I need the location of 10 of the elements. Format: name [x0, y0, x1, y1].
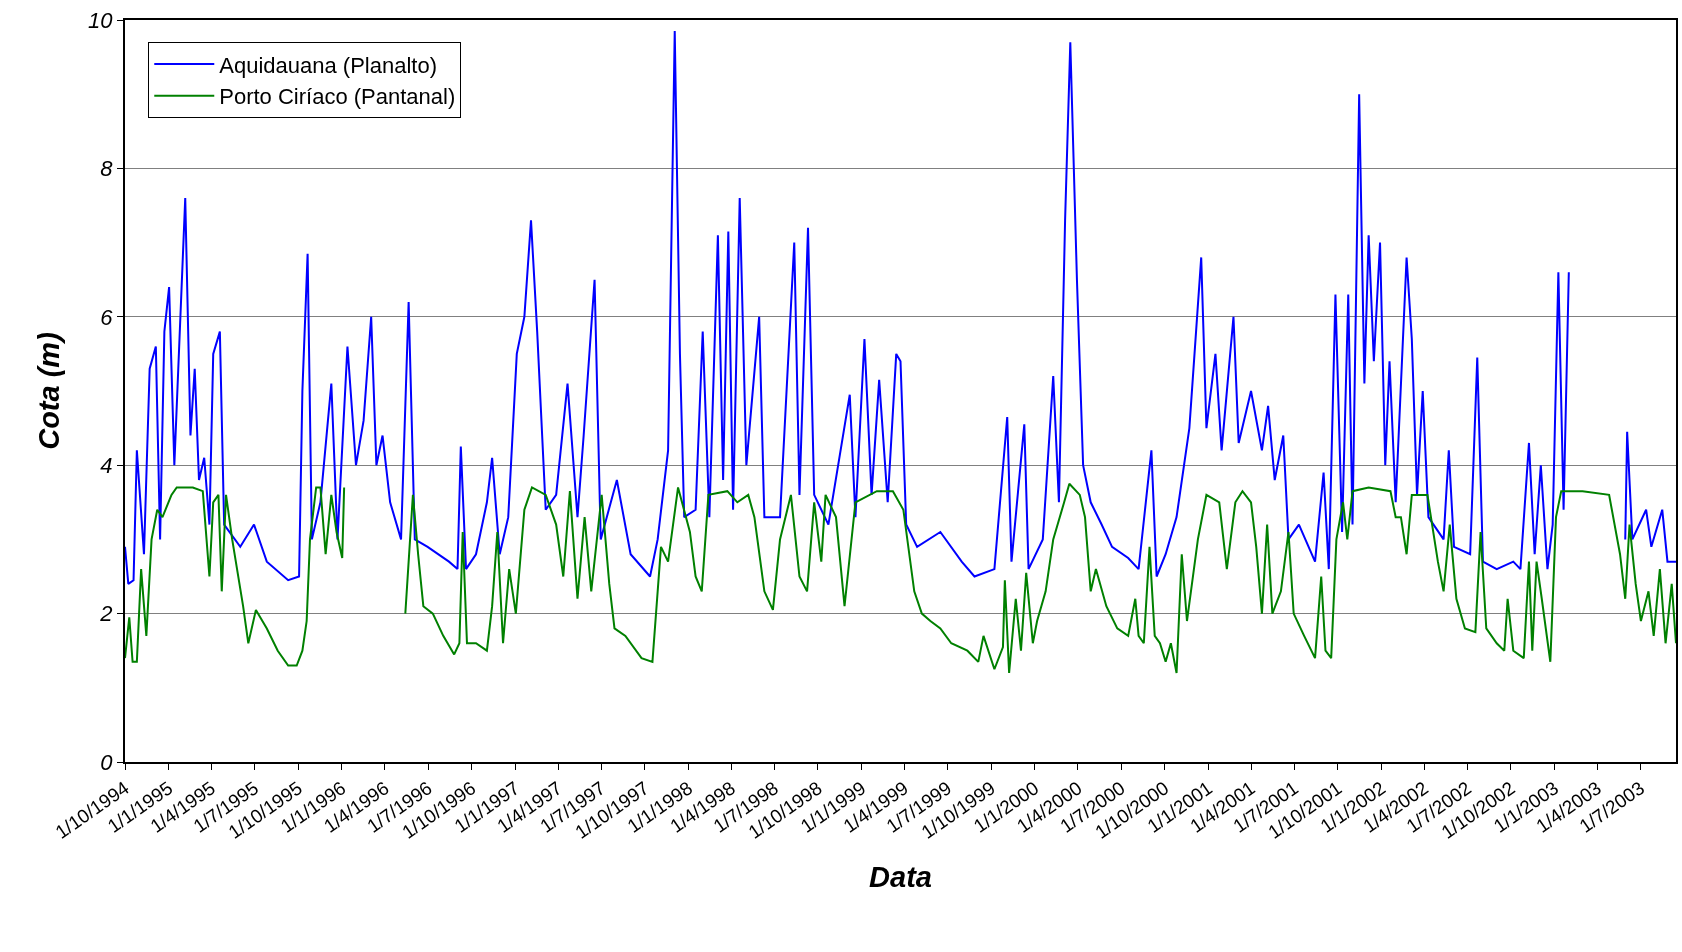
y-tick-label: 8 — [100, 156, 114, 182]
y-tick-label: 2 — [99, 601, 113, 627]
y-tick-label: 10 — [88, 7, 114, 33]
legend-label: Aquidauana (Planalto) — [219, 52, 437, 78]
y-axis-title: Cota (m) — [32, 332, 65, 450]
y-tick-label: 0 — [100, 749, 114, 775]
y-tick-label: 4 — [100, 452, 113, 478]
y-tick-label: 6 — [100, 304, 114, 330]
x-axis-title: Data — [869, 861, 932, 894]
legend-label: Porto Ciríaco (Pantanal) — [219, 84, 456, 110]
